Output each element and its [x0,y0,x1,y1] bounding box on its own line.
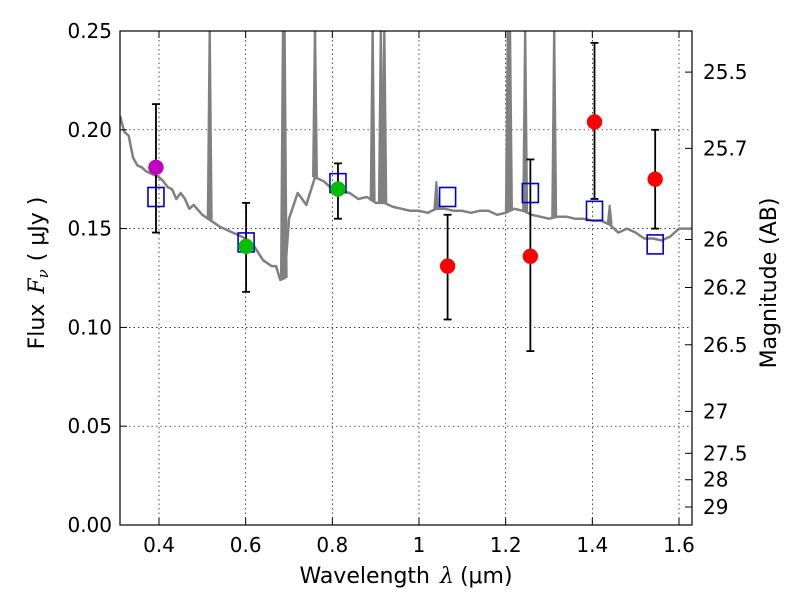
y-tick-label: 0.15 [67,217,112,241]
spectrum-layer [120,31,692,282]
y-axis-label-subscript: ν [34,269,52,278]
y-axis-label-unit: ( μJy ) [25,197,50,262]
right-axis-label: Magnitude (AB) [757,198,782,369]
magnitude-tick-label: 27 [703,399,728,423]
model-point [521,182,540,204]
photometry-point [148,159,164,176]
emission-line [381,31,388,203]
x-tick-label: 0.8 [316,533,348,557]
magnitude-tick-label: 29 [703,495,728,519]
x-tick-label: 1 [413,533,426,557]
emission-line [369,31,376,201]
model-point [438,186,457,208]
tick-label-layer: 0.4 0.6 0.8 1 1.2 1.4 1.6 0.00 0.05 0.10 0.15 0.20 0… [67,19,747,557]
x-tick-label: 1.4 [576,533,608,557]
grid-layer [120,31,692,525]
errorbar-layer [151,41,660,353]
magnitude-tick-label: 27.5 [703,441,748,465]
y-tick-label: 0.25 [67,19,112,43]
magnitude-tick-label: 26 [703,227,728,251]
y-axis-label: Flux Fν ( μJy ) [25,197,52,350]
emission-line [522,31,529,212]
y-tick-label: 0.00 [67,513,112,537]
model-point-layer [147,172,664,255]
magnitude-tick-label: 26.5 [703,333,748,357]
x-tick-label: 1.6 [663,533,695,557]
x-axis-label-symbol: λ [439,564,454,589]
photometry-point-layer [148,114,663,274]
model-point [585,200,604,222]
magnitude-tick-label: 25.5 [703,60,748,84]
y-axis-label-text: Flux [25,304,50,350]
x-tick-label: 0.4 [143,533,175,557]
photometry-point [330,181,346,197]
y-axis-label-symbol: F [25,278,50,295]
tick-layer [120,30,692,526]
x-axis-label: Wavelength λ (μm) [299,564,512,589]
emission-line [606,204,613,225]
photometry-point [522,248,539,265]
photometry-point [647,171,663,187]
emission-line [206,31,213,220]
spectrum-line [120,115,692,282]
x-axis-label-unit: (μm) [460,564,513,589]
photometry-point [439,258,456,274]
model-point [646,234,664,255]
magnitude-tick-label: 28 [703,468,728,492]
emission-line [507,31,513,211]
emission-line [312,31,318,178]
photometry-point [238,238,254,255]
model-point [147,186,165,208]
x-tick-label: 0.6 [230,533,262,557]
plot-frame [119,30,693,526]
emission-line [551,31,558,218]
photometry-point [586,114,603,130]
magnitude-tick-label: 25.7 [703,136,748,160]
y-tick-label: 0.20 [67,118,112,142]
y-tick-label: 0.10 [67,315,112,339]
emission-line [281,31,288,279]
y-tick-label: 0.05 [67,414,112,438]
emission-line [433,181,440,209]
x-tick-label: 1.2 [490,533,522,557]
x-axis-label-text: Wavelength [299,564,430,589]
magnitude-tick-label: 26.2 [703,275,748,299]
